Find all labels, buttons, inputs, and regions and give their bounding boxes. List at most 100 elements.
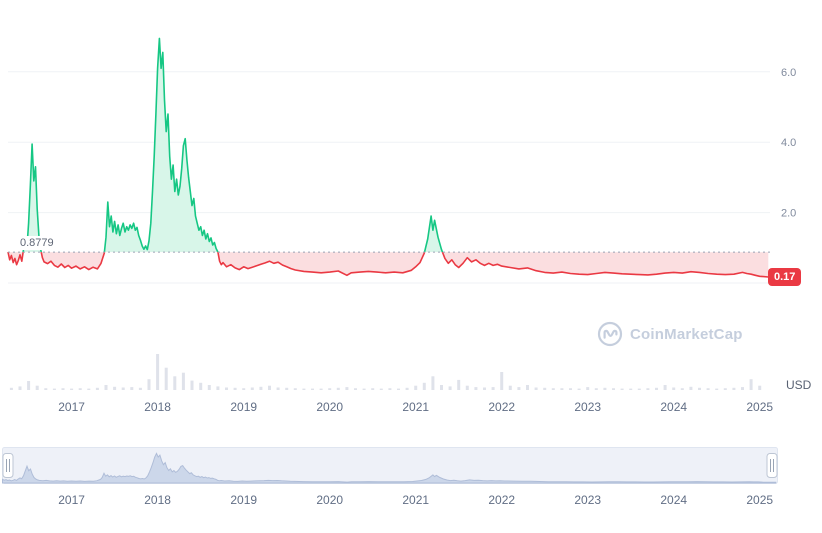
volume-bar [526,385,529,390]
volume-bar [577,388,581,390]
volume-bar [354,388,357,390]
volume-bar [147,379,151,390]
navigator-chart[interactable]: 2017 2018 2019 2020 2021 2022 2023 2024 2025 [0,446,822,512]
volume-bar [749,379,753,390]
volume-bar [52,388,56,390]
volume-bar [508,385,512,390]
x-axis-label: 2021 [402,400,429,414]
volume-bar [474,387,478,390]
navigator-x-axis-label: 2021 [402,493,429,507]
volume-bar [448,386,452,390]
volume-bar [517,387,521,390]
volume-bar [723,388,727,390]
volume-bar [431,376,435,390]
volume-bar [78,388,82,390]
volume-bar [560,388,564,390]
volume-bar [138,387,142,390]
volume-bar [491,387,495,390]
volume-bar [233,387,237,390]
y-axis-label: 2.0 [781,208,796,220]
volume-bar [534,387,538,390]
volume-bar [629,388,633,390]
volume-bar [655,387,658,390]
navigator-x-axis-label: 2022 [488,493,515,507]
volume-bar [293,388,297,390]
volume-bar [268,385,271,390]
navigator-handle-left[interactable] [2,453,14,478]
volume-bar [44,388,48,390]
volume-bar [250,387,254,390]
volume-bar [9,387,13,390]
volume-bar [732,387,736,390]
x-axis-label: 2017 [58,400,85,414]
volume-bar [190,380,194,390]
volume-bar [457,379,461,390]
volume-bar [328,388,332,390]
volume-bar [672,387,676,390]
navigator-handle-right[interactable] [766,453,778,478]
x-axis-label: 2023 [574,400,601,414]
coinmarketcap-logo-icon [597,321,623,347]
volume-bar [302,388,306,390]
volume-bar [113,386,117,390]
y-axis-label: 4.0 [781,137,796,149]
volume-bar [70,388,74,390]
volume-bar [345,387,349,390]
x-axis-label: 2025 [746,400,773,414]
volume-bar [543,387,547,390]
volume-bar [173,376,177,390]
watermark: CoinMarketCap [597,321,743,347]
volume-bar [18,386,22,390]
navigator-x-axis-label: 2017 [58,493,85,507]
volume-bar [663,385,667,390]
volume-bar [95,387,99,390]
volume-bar [603,387,607,390]
price-line-up [7,37,444,253]
volume-bar [741,387,744,390]
volume-bar [405,387,409,390]
current-price-badge: 0.17 [768,268,802,287]
volume-bar [319,388,323,390]
y-axis-label: 6.0 [781,67,796,79]
price-line-down [7,252,769,278]
navigator-x-axis-label: 2024 [660,493,687,507]
volume-bar [414,385,418,390]
volume-bar [156,354,160,390]
volume-bar [87,388,91,390]
volume-bar [620,388,624,390]
volume-bar [397,388,400,390]
watermark-text: CoinMarketCap [630,325,743,343]
volume-bar [758,385,762,390]
volume-bar [216,386,220,390]
volume-bar [259,386,263,390]
navigator-x-axis-label: 2025 [746,493,773,507]
volume-bar [207,385,211,390]
volume-bar [465,385,469,390]
volume-bar [225,387,228,390]
volume-bar [551,388,555,390]
volume-bar [371,388,375,390]
navigator-x-axis-label: 2018 [144,493,171,507]
x-axis-label: 2019 [230,400,257,414]
volume-bar [285,387,289,390]
volume-bar [35,385,39,390]
volume-bar [440,385,443,390]
volume-bar [646,388,650,390]
navigator-x-axis-label: 2019 [230,493,257,507]
volume-bar [612,388,615,390]
main-price-chart[interactable]: 2017 2018 2019 2020 2021 2022 2023 2024 2025 2.0 4… [0,0,822,422]
volume-bar [689,386,693,390]
volume-bar [680,388,684,390]
volume-bar [379,388,383,390]
volume-bar [483,387,486,390]
volume-bar [500,372,504,390]
x-axis-label: 2022 [488,400,515,414]
y-axis-unit-label: USD [786,378,812,392]
x-axis-label: 2024 [660,400,687,414]
volume-bar [130,387,134,390]
price-area-below-baseline [8,252,769,277]
volume-bar [715,388,719,390]
navigator-area [2,452,777,484]
price-area-above-baseline [8,38,769,253]
